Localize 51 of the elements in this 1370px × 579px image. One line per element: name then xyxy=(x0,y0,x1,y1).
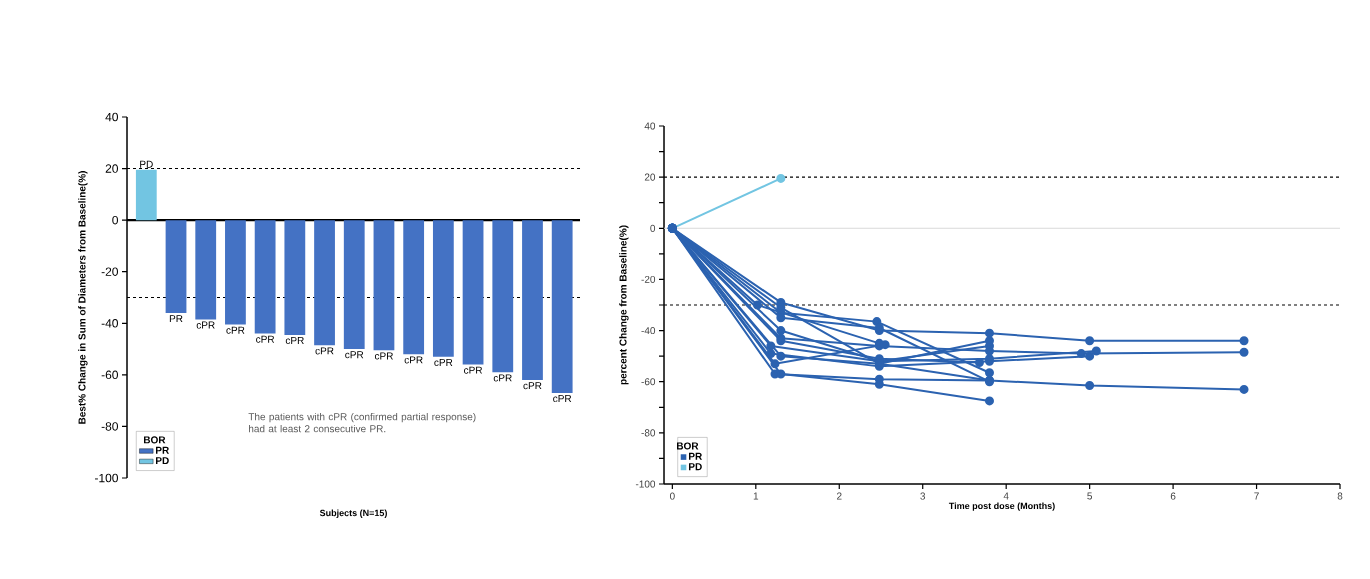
annotation: The patients with cPR (confirmed partial response) had at least 2 consecutive PR. xyxy=(248,412,476,433)
legend-label: PR xyxy=(689,452,703,460)
x-tick-label: 1 xyxy=(753,492,759,500)
legend-title: BOR xyxy=(144,436,166,444)
x-tick-label: 6 xyxy=(1170,492,1176,500)
legend-label: PD xyxy=(689,463,702,471)
y-tick-label: -80 xyxy=(101,422,119,431)
y-axis-title: Best% Change in Sum of Diameters from Baseline(%) xyxy=(78,171,88,424)
y-tick-label: -20 xyxy=(101,267,119,276)
data-label: cPR xyxy=(315,347,334,355)
x-tick-label: 7 xyxy=(1254,492,1259,500)
x-tick-label: 0 xyxy=(669,492,675,500)
x-tick-label: 2 xyxy=(836,492,842,500)
data-label: cPR xyxy=(196,321,215,329)
y-tick-label: -100 xyxy=(94,473,118,483)
y-tick-label: -60 xyxy=(641,378,656,386)
data-label: PR xyxy=(169,315,183,323)
y-axis-title: percent Change from Baseline(%) xyxy=(619,225,629,385)
y-tick-label: 40 xyxy=(644,122,656,130)
legend-title: BOR xyxy=(677,442,699,450)
data-label: cPR xyxy=(345,351,364,359)
data-label: cPR xyxy=(434,359,453,366)
data-label: cPR xyxy=(523,382,542,390)
x-axis-title: Subjects (N=15) xyxy=(319,509,387,518)
x-tick-label: 8 xyxy=(1337,492,1343,500)
y-tick-label: -40 xyxy=(101,319,119,328)
legend-label: PD xyxy=(156,457,169,465)
data-label: cPR xyxy=(256,335,275,343)
y-tick-label: -100 xyxy=(635,480,656,488)
x-axis-title: Time post dose (Months) xyxy=(948,502,1055,511)
legend-label: PR xyxy=(156,446,170,454)
data-label: PD xyxy=(140,160,153,168)
data-label: cPR xyxy=(285,337,304,345)
data-label: cPR xyxy=(404,356,423,364)
y-tick-label: -20 xyxy=(641,275,656,283)
y-tick-label: 0 xyxy=(112,215,119,225)
data-label: cPR xyxy=(374,352,393,360)
y-tick-label: -40 xyxy=(641,327,656,335)
x-tick-label: 3 xyxy=(920,492,926,500)
data-label: cPR xyxy=(493,374,512,382)
x-tick-label: 5 xyxy=(1087,492,1092,500)
y-tick-label: 40 xyxy=(105,112,119,122)
y-tick-label: -60 xyxy=(101,370,119,380)
y-tick-label: 20 xyxy=(644,173,656,181)
y-tick-label: 20 xyxy=(105,164,119,173)
data-label: cPR xyxy=(553,395,572,403)
y-tick-label: 0 xyxy=(650,224,656,232)
data-label: cPR xyxy=(464,366,483,374)
data-label: cPR xyxy=(226,326,245,334)
y-tick-label: -80 xyxy=(641,429,656,437)
x-tick-label: 4 xyxy=(1003,492,1009,500)
